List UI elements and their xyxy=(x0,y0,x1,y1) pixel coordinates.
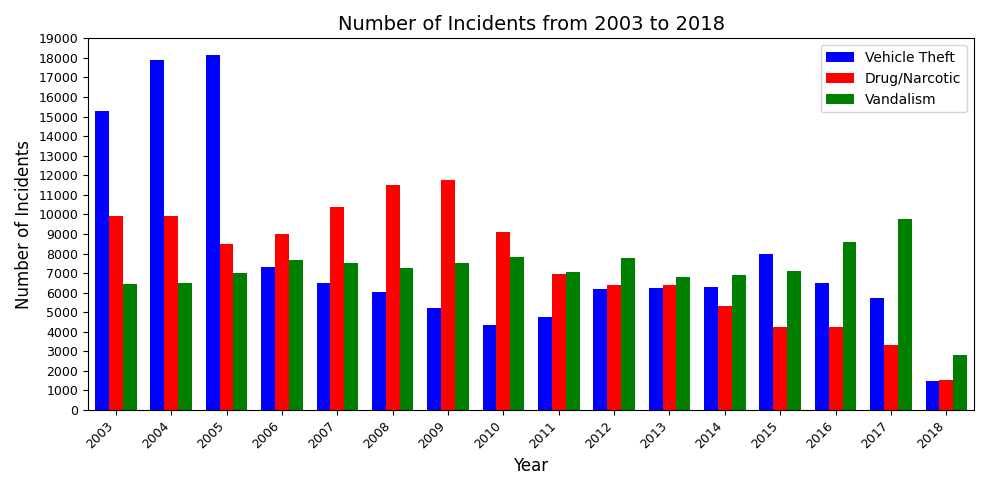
Bar xyxy=(884,345,898,410)
Bar xyxy=(344,263,358,410)
Bar xyxy=(621,258,635,410)
Bar xyxy=(441,180,455,410)
Bar xyxy=(773,327,787,410)
Y-axis label: Number of Incidents: Number of Incidents xyxy=(15,140,33,309)
Bar xyxy=(275,234,289,410)
Bar xyxy=(316,283,330,410)
Bar xyxy=(510,257,524,410)
Bar xyxy=(164,217,178,410)
Bar xyxy=(95,111,109,410)
Bar xyxy=(704,287,718,410)
Bar xyxy=(330,207,344,410)
Bar xyxy=(760,253,773,410)
Bar xyxy=(483,325,496,410)
Bar xyxy=(400,268,413,410)
Bar xyxy=(566,272,580,410)
X-axis label: Year: Year xyxy=(513,457,549,475)
Bar xyxy=(109,217,123,410)
Bar xyxy=(123,284,136,410)
Bar xyxy=(206,55,220,410)
Bar xyxy=(926,381,940,410)
Bar xyxy=(843,242,856,410)
Bar xyxy=(386,185,400,410)
Bar xyxy=(718,306,732,410)
Bar xyxy=(427,308,441,410)
Title: Number of Incidents from 2003 to 2018: Number of Incidents from 2003 to 2018 xyxy=(337,15,725,34)
Bar xyxy=(649,288,663,410)
Bar xyxy=(663,285,676,410)
Bar xyxy=(815,283,829,410)
Bar xyxy=(676,277,690,410)
Bar xyxy=(372,292,386,410)
Bar xyxy=(496,232,510,410)
Bar xyxy=(455,263,469,410)
Bar xyxy=(898,219,912,410)
Bar xyxy=(829,327,843,410)
Bar xyxy=(732,275,746,410)
Bar xyxy=(261,267,275,410)
Bar xyxy=(870,297,884,410)
Bar xyxy=(940,380,953,410)
Legend: Vehicle Theft, Drug/Narcotic, Vandalism: Vehicle Theft, Drug/Narcotic, Vandalism xyxy=(821,45,967,112)
Bar xyxy=(552,274,566,410)
Bar xyxy=(220,244,233,410)
Bar xyxy=(607,285,621,410)
Bar xyxy=(178,283,192,410)
Bar xyxy=(953,355,967,410)
Bar xyxy=(233,273,247,410)
Bar xyxy=(787,271,801,410)
Bar xyxy=(289,260,303,410)
Bar xyxy=(150,60,164,410)
Bar xyxy=(538,317,552,410)
Bar xyxy=(593,289,607,410)
